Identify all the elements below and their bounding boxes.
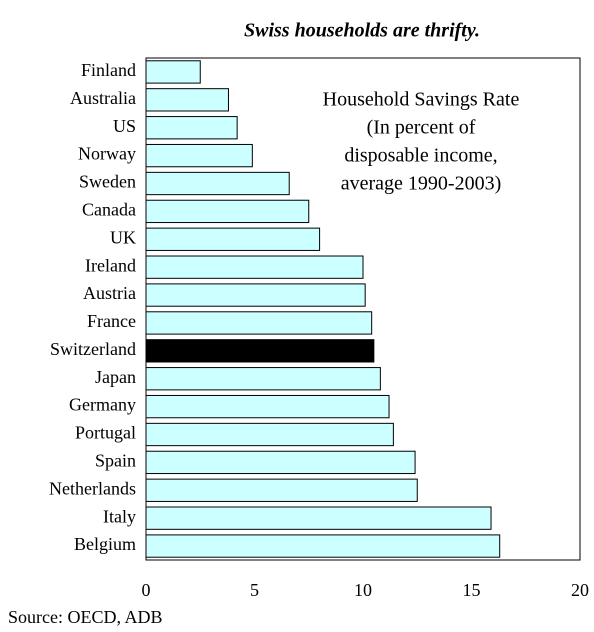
y-tick-label: Spain (95, 451, 136, 471)
y-tick-label: Australia (70, 88, 136, 108)
x-tick-label: 10 (354, 580, 372, 600)
bar (145, 255, 364, 279)
bar (145, 143, 253, 168)
chart-title: Swiss households are thrifty. (244, 20, 480, 42)
y-tick-label: Netherlands (49, 478, 136, 498)
y-tick-label: Japan (95, 367, 136, 387)
bar (145, 339, 375, 363)
bar (145, 116, 238, 140)
y-tick-label: Italy (103, 506, 136, 526)
bar (145, 394, 390, 419)
x-tick-label: 5 (250, 580, 259, 600)
bar (145, 311, 373, 335)
x-tick-label: 20 (571, 580, 589, 600)
bar (145, 367, 381, 391)
y-tick-label: US (113, 116, 136, 136)
y-tick-label: Belgium (74, 534, 136, 554)
y-tick-label: Finland (81, 60, 136, 80)
bar (145, 450, 416, 475)
x-tick-label: 0 (142, 580, 151, 600)
y-tick-label: Austria (83, 283, 136, 303)
annotation: disposable income, (344, 145, 497, 167)
bar (145, 227, 321, 251)
y-tick-label: UK (110, 227, 136, 247)
y-tick-label: Canada (82, 200, 136, 220)
annotation: Household Savings Rate (323, 89, 520, 111)
bar (145, 60, 201, 84)
annotation: (In percent of (367, 117, 476, 139)
y-tick-label: Sweden (79, 172, 136, 192)
bar (145, 88, 229, 112)
y-tick-label: Portugal (75, 423, 136, 443)
bar (145, 534, 501, 558)
bar (145, 283, 366, 307)
y-tick-label: Ireland (85, 255, 136, 275)
bar (145, 422, 394, 447)
source: Source: OECD, ADB (8, 607, 163, 627)
bar (145, 199, 310, 224)
bar (145, 506, 492, 530)
plot-frame (145, 57, 581, 561)
x-tick-label: 15 (463, 580, 481, 600)
y-tick-label: Norway (78, 144, 136, 164)
y-tick-label: France (87, 311, 136, 331)
annotation: average 1990-2003) (341, 173, 502, 195)
bar (145, 478, 418, 502)
y-tick-label: Germany (69, 395, 136, 415)
bar (145, 171, 290, 196)
y-tick-label: Switzerland (50, 339, 136, 359)
